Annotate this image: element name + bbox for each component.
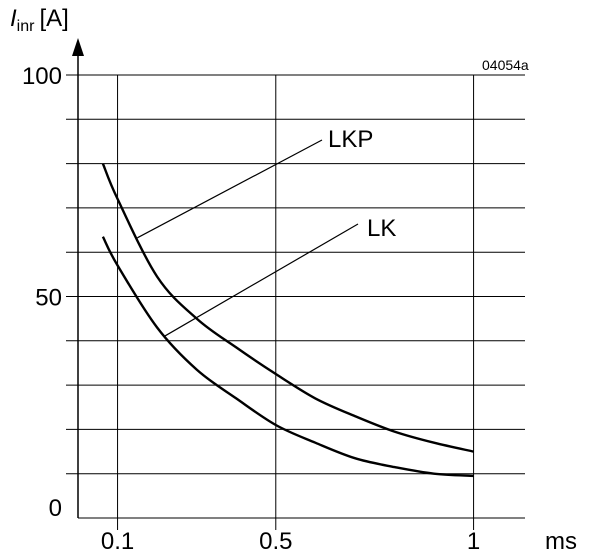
y-axis-title: Iinr [A]	[10, 5, 69, 35]
figure-code: 04054a	[482, 57, 529, 73]
x-tick-label: 0.5	[259, 528, 292, 554]
y-axis-arrow-icon	[72, 38, 84, 56]
y-axis-unit: [A]	[39, 5, 68, 32]
series	[101, 163, 474, 478]
leader-line-lk	[164, 223, 359, 337]
series-line-lk	[101, 236, 474, 478]
y-axis-symbol: I	[10, 5, 17, 32]
x-tick-label: 1	[467, 528, 480, 554]
y-tick-labels: 0 50 100	[22, 63, 62, 522]
x-tick-label: 0.1	[101, 528, 134, 554]
series-labels: LKP LK	[137, 126, 396, 337]
series-label-lk: LK	[367, 215, 396, 242]
series-line-lkp	[101, 163, 474, 453]
y-tick-label: 50	[35, 285, 62, 312]
axes	[72, 38, 84, 518]
y-axis-subscript: inr	[17, 18, 35, 35]
y-tick-label: 100	[22, 63, 62, 90]
x-axis-title: ms	[545, 528, 577, 554]
leader-line-lkp	[137, 139, 323, 239]
x-tick-labels: 0.1 0.5 1	[101, 528, 480, 554]
svg-text:Iinr[A]: Iinr [A]	[10, 5, 69, 35]
grid	[66, 74, 525, 530]
series-label-lkp: LKP	[328, 126, 373, 153]
y-tick-label: 0	[49, 495, 62, 522]
